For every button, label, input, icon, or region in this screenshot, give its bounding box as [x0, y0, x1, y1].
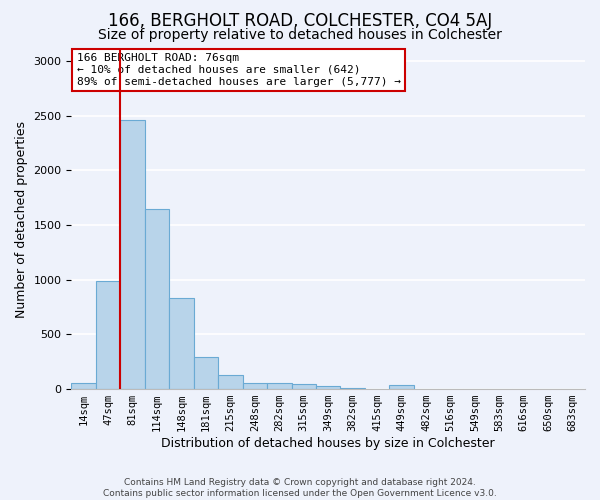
- Bar: [267, 382, 292, 389]
- Bar: [218, 375, 242, 389]
- Bar: [389, 386, 414, 389]
- Bar: [316, 386, 340, 389]
- Bar: [194, 357, 218, 389]
- Y-axis label: Number of detached properties: Number of detached properties: [15, 121, 28, 318]
- Bar: [121, 120, 145, 389]
- Bar: [71, 383, 96, 389]
- Text: Contains HM Land Registry data © Crown copyright and database right 2024.
Contai: Contains HM Land Registry data © Crown c…: [103, 478, 497, 498]
- Bar: [96, 281, 121, 389]
- Text: Size of property relative to detached houses in Colchester: Size of property relative to detached ho…: [98, 28, 502, 42]
- Bar: [340, 388, 365, 389]
- Bar: [169, 298, 194, 389]
- X-axis label: Distribution of detached houses by size in Colchester: Distribution of detached houses by size …: [161, 437, 495, 450]
- Bar: [292, 384, 316, 389]
- Text: 166 BERGHOLT ROAD: 76sqm
← 10% of detached houses are smaller (642)
89% of semi-: 166 BERGHOLT ROAD: 76sqm ← 10% of detach…: [77, 54, 401, 86]
- Text: 166, BERGHOLT ROAD, COLCHESTER, CO4 5AJ: 166, BERGHOLT ROAD, COLCHESTER, CO4 5AJ: [108, 12, 492, 30]
- Bar: [145, 208, 169, 389]
- Bar: [242, 382, 267, 389]
